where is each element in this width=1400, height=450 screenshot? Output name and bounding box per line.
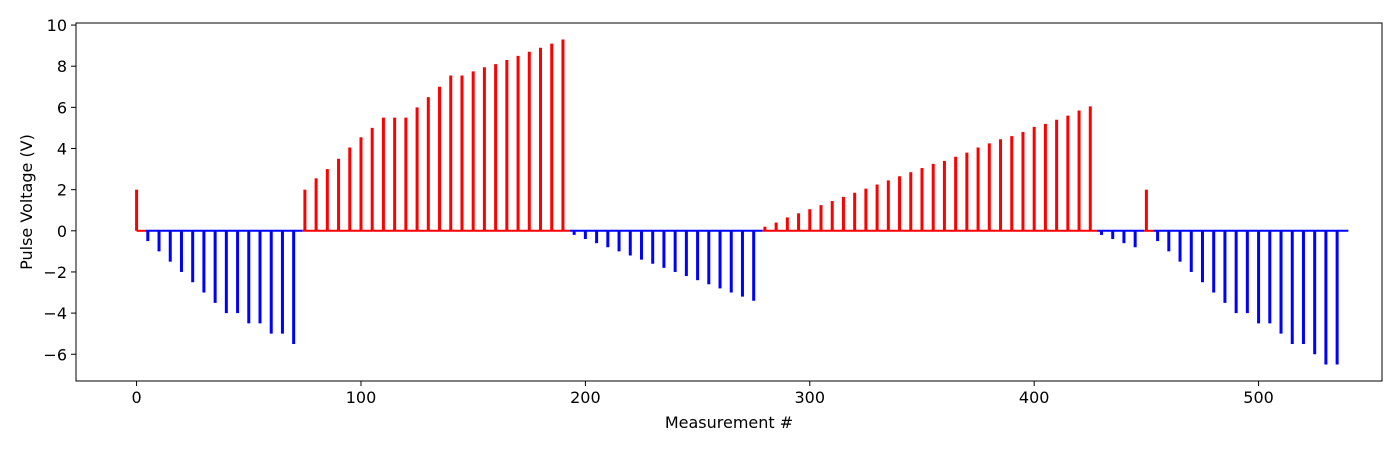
y-axis-ticks: −6 −4 −2 0 2 4 6 8 10 bbox=[43, 16, 76, 364]
y-tick-label: 8 bbox=[57, 57, 67, 76]
y-tick-label: 2 bbox=[57, 181, 67, 200]
x-tick-label: 300 bbox=[795, 388, 826, 407]
y-tick-label: 0 bbox=[57, 222, 67, 241]
plot-frame bbox=[75, 22, 1383, 382]
y-tick-label: −2 bbox=[43, 263, 67, 282]
y-tick-label: 6 bbox=[57, 98, 67, 117]
x-axis-ticks: 0 100 200 300 400 500 bbox=[131, 381, 1274, 407]
bars-layer bbox=[135, 39, 1339, 365]
x-tick-label: 0 bbox=[131, 388, 141, 407]
x-tick-label: 400 bbox=[1019, 388, 1050, 407]
y-tick-label: 4 bbox=[57, 140, 67, 159]
x-axis-label: Measurement # bbox=[665, 413, 793, 432]
x-tick-label: 500 bbox=[1243, 388, 1274, 407]
x-tick-label: 200 bbox=[570, 388, 601, 407]
x-tick-label: 100 bbox=[346, 388, 377, 407]
y-tick-label: −4 bbox=[43, 304, 67, 323]
y-tick-label: −6 bbox=[43, 345, 67, 364]
y-axis-label: Pulse Voltage (V) bbox=[17, 134, 36, 270]
y-tick-label: 10 bbox=[47, 16, 67, 35]
